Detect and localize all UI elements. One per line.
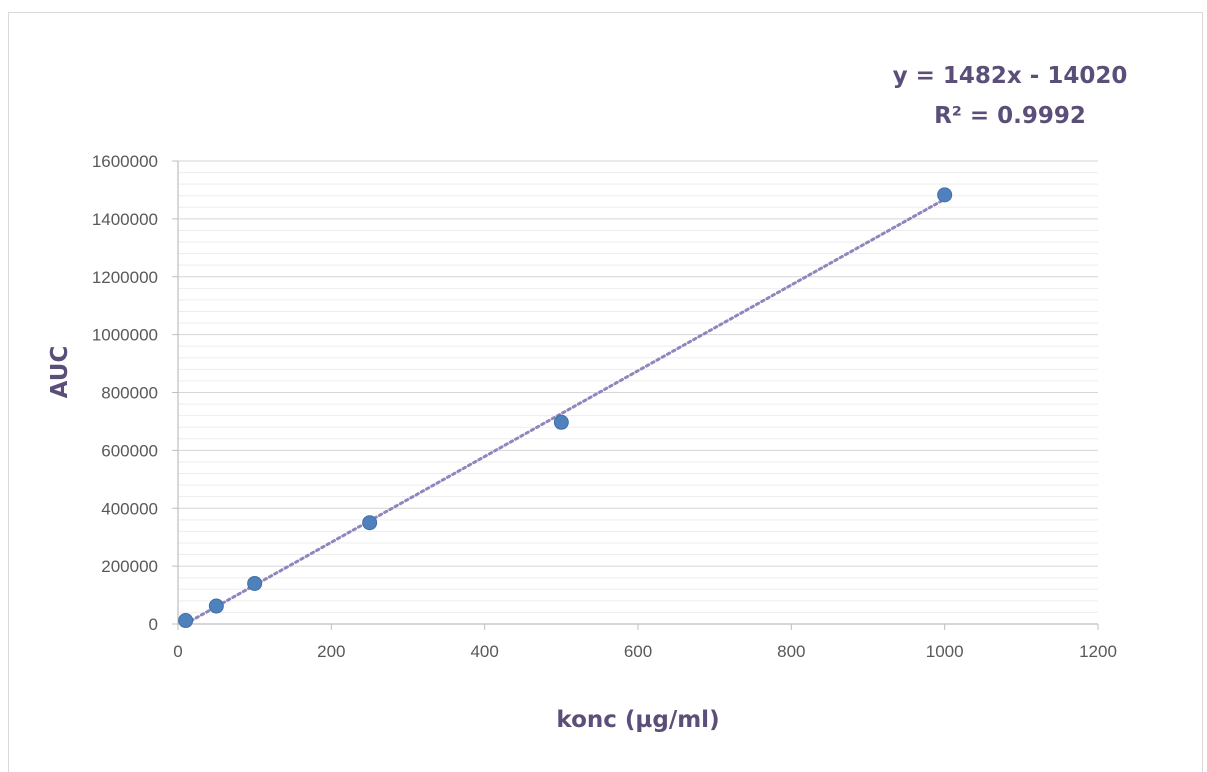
y-tick-label: 800000 bbox=[101, 384, 158, 403]
data-point bbox=[208, 598, 224, 614]
data-point bbox=[937, 187, 953, 203]
tick-labels: 0 200000 400000 600000 800000 1000000 1200000 1… bbox=[92, 152, 1117, 661]
y-tick-label: 0 bbox=[149, 615, 158, 634]
trendline-equation: y = 1482x - 14020 bbox=[893, 63, 1128, 89]
x-tick-label: 0 bbox=[173, 642, 182, 661]
trendline bbox=[184, 197, 947, 626]
y-tick-label: 200000 bbox=[101, 557, 158, 576]
y-tick-label: 400000 bbox=[101, 499, 158, 518]
y-tick-label: 600000 bbox=[101, 441, 158, 460]
x-tick-label: 600 bbox=[624, 642, 652, 661]
y-tick-label: 1600000 bbox=[92, 152, 158, 171]
data-point bbox=[362, 515, 378, 531]
y-tick-label: 1400000 bbox=[92, 210, 158, 229]
trendline-path bbox=[184, 197, 947, 626]
data-point bbox=[553, 414, 569, 430]
gridlines bbox=[178, 160, 1098, 613]
data-points bbox=[178, 187, 953, 629]
trendline-r-squared: R² = 0.9992 bbox=[934, 103, 1086, 129]
data-point bbox=[247, 575, 263, 591]
y-axis-title: AUC bbox=[47, 346, 73, 399]
x-tick-label: 1200 bbox=[1079, 642, 1117, 661]
x-tick-label: 400 bbox=[470, 642, 498, 661]
y-tick-label: 1200000 bbox=[92, 268, 158, 287]
y-tick-label: 1000000 bbox=[92, 326, 158, 345]
axes bbox=[172, 160, 1099, 630]
data-point bbox=[178, 613, 194, 629]
x-tick-label: 200 bbox=[317, 642, 345, 661]
x-axis-title: konc (µg/ml) bbox=[556, 707, 719, 733]
x-tick-label: 800 bbox=[777, 642, 805, 661]
x-tick-label: 1000 bbox=[926, 642, 964, 661]
